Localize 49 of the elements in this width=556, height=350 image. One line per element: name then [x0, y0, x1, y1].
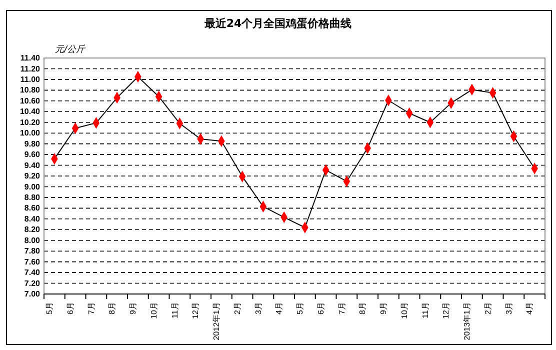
x-tick-label: 2012年1月: [212, 302, 222, 340]
x-tick-label: 10月: [400, 302, 409, 319]
y-tick-label: 10.60: [20, 96, 41, 106]
y-tick-label: 8.20: [24, 225, 41, 234]
chart-title: 最近24个月全国鸡蛋价格曲线: [203, 17, 352, 30]
x-tick-label: 3月: [504, 302, 514, 314]
x-tick-label: 5月: [296, 302, 305, 314]
y-tick-label: 8.80: [24, 193, 41, 202]
y-tick-label: 8.00: [24, 236, 41, 245]
x-tick-label: 5月: [45, 302, 54, 314]
x-tick-label: 8月: [108, 302, 117, 314]
y-tick-label: 11.00: [20, 75, 41, 84]
y-tick-label: 8.60: [24, 204, 41, 213]
x-tick-label: 9月: [128, 302, 138, 314]
x-tick-label: 11月: [420, 302, 430, 318]
y-tick-label: 11.40: [20, 54, 41, 63]
x-tick-label: 2013年1月: [462, 302, 472, 340]
x-tick-label: 10月: [149, 302, 158, 319]
y-tick-label: 9.40: [24, 160, 41, 170]
y-tick-label: 10.80: [20, 86, 41, 95]
y-tick-label: 7.60: [24, 257, 41, 266]
y-axis-title: 元/公斤: [55, 44, 86, 55]
y-tick-label: 9.00: [24, 182, 41, 192]
y-tick-label: 7.20: [24, 278, 41, 288]
y-tick-label: 9.60: [24, 150, 41, 160]
y-tick-label: 7.40: [24, 268, 41, 278]
y-tick-label: 7.00: [24, 290, 41, 299]
y-tick-label: 7.80: [24, 246, 41, 256]
y-tick-label: 9.80: [24, 139, 41, 148]
x-tick-label: 2月: [483, 302, 492, 314]
y-tick-label: 11.20: [20, 64, 41, 74]
y-tick-label: 8.40: [24, 214, 41, 224]
y-tick-label: 10.20: [20, 118, 41, 127]
y-tick-label: 9.20: [24, 172, 41, 181]
x-tick-label: 8月: [358, 302, 368, 314]
y-tick-label: 10.00: [20, 128, 41, 138]
x-tick-label: 7月: [337, 302, 346, 314]
x-tick-label: 6月: [66, 302, 75, 314]
x-tick-label: 11月: [170, 302, 180, 318]
x-tick-label: 4月: [274, 302, 284, 314]
y-tick-label: 10.40: [20, 107, 41, 116]
x-tick-label: 2月: [232, 302, 242, 314]
x-tick-label: 4月: [525, 302, 534, 314]
x-tick-label: 7月: [86, 302, 96, 314]
x-tick-label: 3月: [254, 302, 263, 314]
x-tick-label: 12月: [442, 302, 451, 319]
x-tick-label: 9月: [379, 302, 388, 314]
x-tick-label: 6月: [316, 302, 326, 314]
x-tick-label: 12月: [191, 302, 200, 319]
